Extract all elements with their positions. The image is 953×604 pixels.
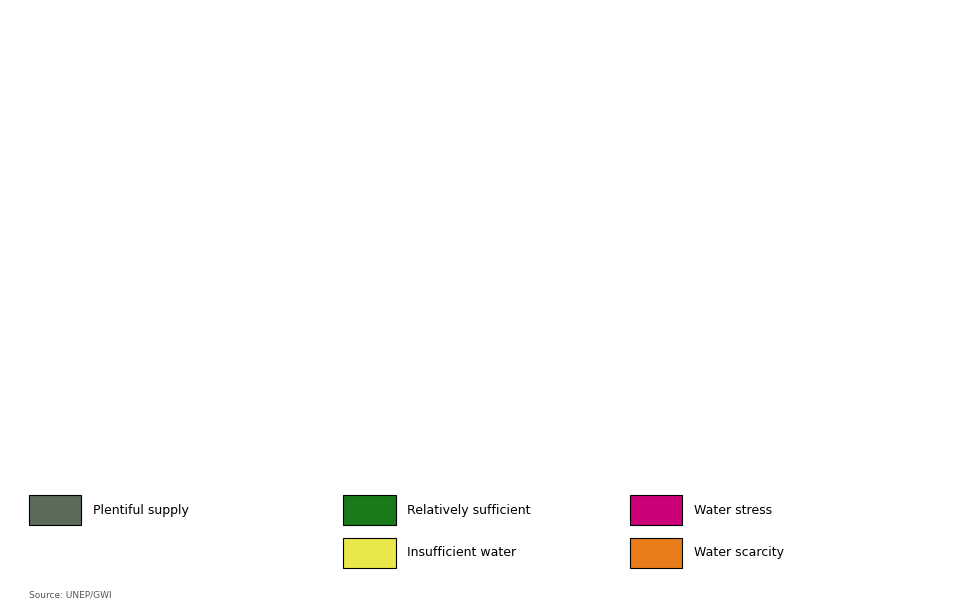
Text: Water scarcity: Water scarcity	[693, 546, 782, 559]
Text: Plentiful supply: Plentiful supply	[92, 504, 188, 517]
Text: Insufficient water: Insufficient water	[407, 546, 516, 559]
Text: Water stress: Water stress	[693, 504, 771, 517]
Text: Source: UNEP/GWI: Source: UNEP/GWI	[29, 591, 112, 600]
Text: Relatively sufficient: Relatively sufficient	[407, 504, 530, 517]
